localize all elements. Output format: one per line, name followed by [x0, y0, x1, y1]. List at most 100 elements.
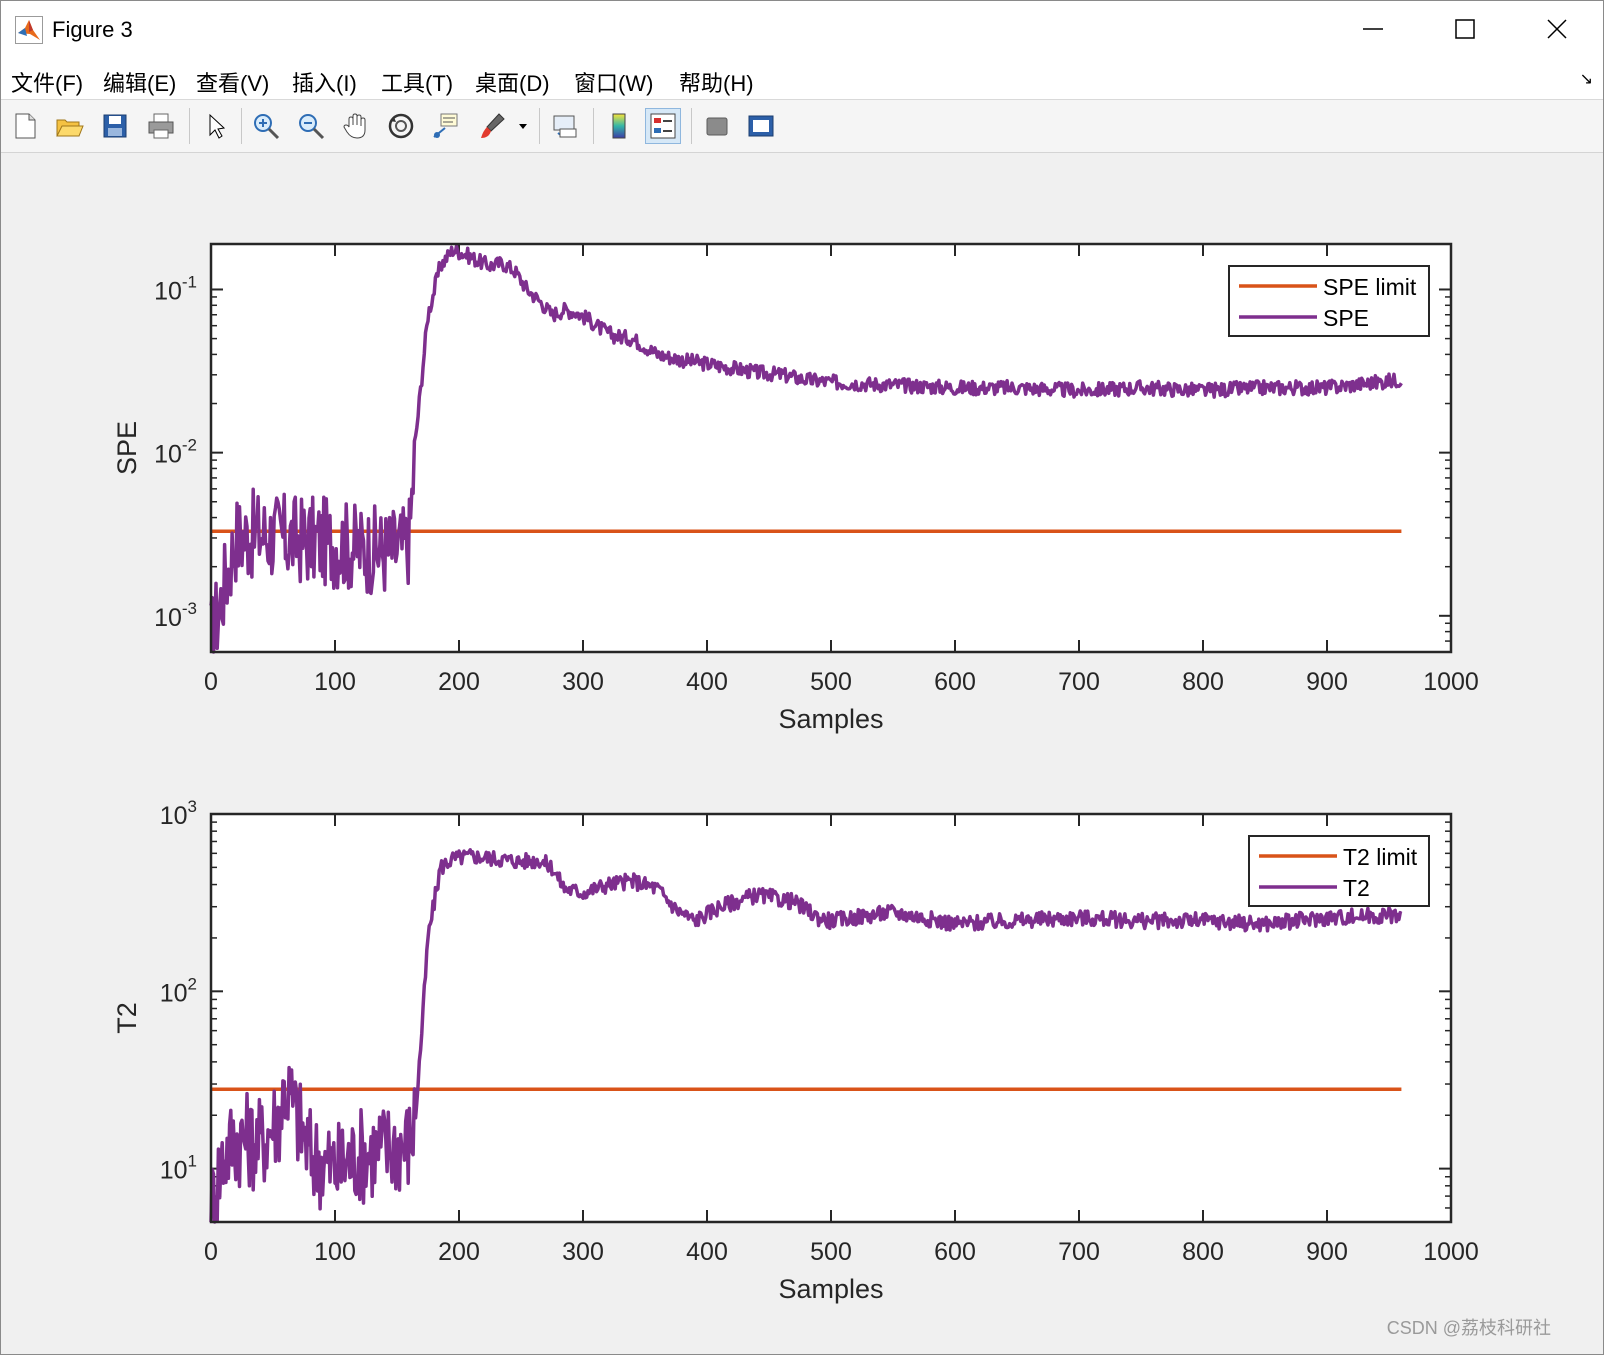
edit-plot-button[interactable]: [197, 108, 233, 144]
legend[interactable]: T2 limit T2: [1248, 835, 1430, 907]
link-plot-button[interactable]: [547, 108, 583, 144]
pan-button[interactable]: [338, 108, 374, 144]
menu-desktop[interactable]: 桌面(D): [475, 71, 550, 96]
show-plot-tools-icon: [748, 115, 774, 137]
legend-icon: [650, 113, 676, 139]
matlab-logo-icon: [15, 16, 43, 44]
spe-axes[interactable]: 0 100 200 300 400 500 600 700 800 900 1000 10-3 10-2…: [112, 242, 1479, 734]
plot-area: [211, 814, 1451, 1222]
legend[interactable]: SPE limit SPE: [1228, 265, 1430, 337]
hide-plot-tools-icon: [706, 117, 728, 136]
brush-dropdown[interactable]: [513, 108, 533, 144]
rotate-3d-icon: [388, 113, 414, 139]
x-tick-label: 300: [562, 1238, 604, 1266]
y-axis-label: SPE: [112, 421, 142, 475]
maximize-button[interactable]: [1419, 1, 1511, 57]
y-tick-label: 103: [160, 797, 197, 830]
x-tick-label: 100: [314, 668, 356, 696]
y-tick-label: 10-1: [154, 272, 197, 305]
x-tick-label: 500: [810, 668, 852, 696]
open-file-icon: [56, 119, 84, 137]
menu-window[interactable]: 窗口(W): [574, 71, 654, 96]
insert-legend-button[interactable]: [645, 108, 681, 144]
x-tick-label: 600: [934, 1238, 976, 1266]
print-icon: [148, 113, 174, 139]
brush-icon: [481, 113, 505, 138]
legend-label: T2 limit: [1343, 844, 1418, 870]
new-figure-button[interactable]: [7, 108, 43, 144]
axes-box: [209, 812, 1453, 1224]
y-tick-label: 101: [160, 1152, 197, 1185]
show-plot-tools-button[interactable]: [743, 108, 779, 144]
legend-box: [1248, 835, 1430, 907]
figure-toolbar: [1, 100, 1603, 153]
link-plot-icon: [553, 115, 577, 138]
insert-colorbar-button[interactable]: [601, 108, 637, 144]
data-cursor-button[interactable]: [428, 108, 464, 144]
y-tick-label: 102: [160, 974, 197, 1007]
y-axis-label: T2: [112, 1002, 142, 1034]
x-tick-label: 600: [934, 668, 976, 696]
signal-line: [209, 848, 1403, 1224]
save-button[interactable]: [97, 108, 133, 144]
menu-view[interactable]: 查看(V): [196, 71, 270, 96]
y-tick-label: 10-3: [154, 599, 197, 632]
menu-help[interactable]: 帮助(H): [679, 71, 754, 96]
y-tick-label: 10-2: [154, 436, 197, 469]
x-tick-label: 0: [204, 1238, 218, 1266]
close-button[interactable]: [1511, 1, 1603, 57]
close-icon: [1547, 19, 1567, 39]
menu-tools[interactable]: 工具(T): [381, 71, 454, 96]
zoom-in-icon: [254, 114, 280, 140]
rotate-3d-button[interactable]: [383, 108, 419, 144]
x-tick-label: 400: [686, 1238, 728, 1266]
print-button[interactable]: [143, 108, 179, 144]
save-icon: [103, 114, 127, 138]
data-cursor-icon: [433, 113, 458, 138]
new-figure-icon: [15, 113, 36, 139]
menu-file[interactable]: 文件(F): [11, 71, 84, 96]
legend-label: T2: [1343, 875, 1370, 901]
x-tick-label: 900: [1306, 668, 1348, 696]
hide-plot-tools-button[interactable]: [699, 108, 735, 144]
title-bar: Figure 3: [1, 1, 1603, 57]
x-tick-label: 200: [438, 1238, 480, 1266]
colorbar-icon: [612, 113, 626, 139]
x-tick-label: 400: [686, 668, 728, 696]
t2-axes[interactable]: 0 100 200 300 400 500 600 700 800 900 1000 101 102 10…: [112, 797, 1479, 1304]
minimize-icon: [1363, 28, 1383, 30]
zoom-in-button[interactable]: [248, 108, 284, 144]
x-tick-label: 800: [1182, 668, 1224, 696]
x-tick-label: 1000: [1423, 1238, 1479, 1266]
x-axis-label: Samples: [778, 1274, 883, 1304]
x-tick-label: 700: [1058, 668, 1100, 696]
x-tick-label: 800: [1182, 1238, 1224, 1266]
x-axis-label: Samples: [778, 704, 883, 734]
menu-edit[interactable]: 编辑(E): [103, 71, 177, 96]
x-tick-label: 500: [810, 1238, 852, 1266]
zoom-out-button[interactable]: [293, 108, 329, 144]
figure-canvas: 0 100 200 300 400 500 600 700 800 900 100010-310-2…: [112, 242, 1479, 1304]
signal-line: [209, 244, 1403, 654]
maximize-icon: [1455, 19, 1475, 39]
x-tick-label: 0: [204, 668, 218, 696]
zoom-out-icon: [299, 114, 325, 140]
x-tick-label: 900: [1306, 1238, 1348, 1266]
brush-button[interactable]: [474, 108, 510, 144]
menu-bar: 文件(F) 编辑(E) 查看(V) 插入(I) 工具(T) 桌面(D) 窗口(W…: [1, 57, 1603, 100]
menu-insert[interactable]: 插入(I): [292, 71, 357, 96]
window-title: Figure 3: [52, 17, 133, 42]
dock-arrow-icon[interactable]: ↘: [1579, 71, 1593, 88]
x-tick-label: 200: [438, 668, 480, 696]
legend-label: SPE limit: [1323, 274, 1417, 300]
minimize-button[interactable]: [1327, 1, 1419, 57]
edit-plot-arrow-icon: [209, 113, 226, 139]
legend-label: SPE: [1323, 305, 1369, 331]
watermark: CSDN @荔枝科研社: [1386, 1318, 1551, 1338]
pan-hand-icon: [343, 113, 366, 139]
open-file-button[interactable]: [51, 108, 87, 144]
x-tick-label: 100: [314, 1238, 356, 1266]
x-tick-label: 1000: [1423, 668, 1479, 696]
legend-box: [1228, 265, 1430, 337]
